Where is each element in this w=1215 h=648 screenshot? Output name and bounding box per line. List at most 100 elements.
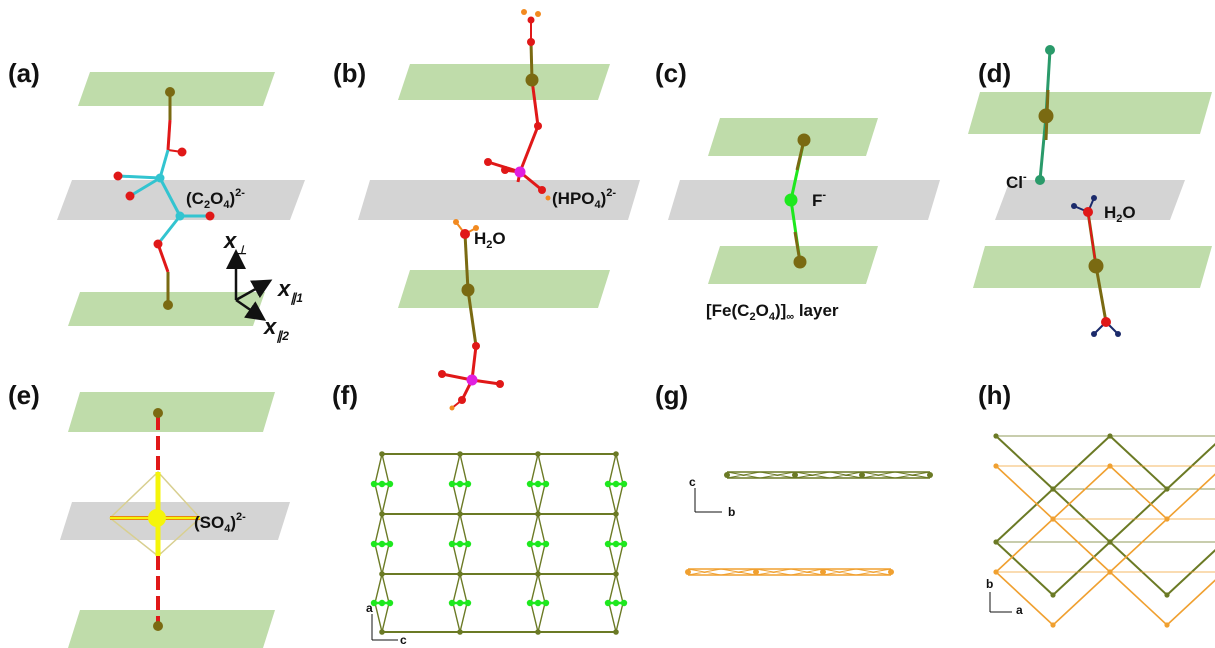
panel-f-letter: (f) xyxy=(332,380,358,410)
lattice-bond xyxy=(1052,571,1111,626)
interlayer-band xyxy=(995,180,1185,220)
fluoride-atom xyxy=(534,540,542,548)
phosphorus-atom xyxy=(466,374,478,386)
water-and-hpo4-bottom xyxy=(438,219,504,411)
water-label: H2O xyxy=(1104,203,1136,225)
lattice-bond xyxy=(995,465,1054,520)
fluoride-atom xyxy=(378,599,386,607)
fluoride-atom xyxy=(386,480,394,488)
panel-a-letter: (a) xyxy=(8,58,40,88)
fe-atom xyxy=(163,300,173,310)
layer-bottom xyxy=(708,246,878,284)
axis-label-a: a xyxy=(1016,603,1023,617)
lattice-node xyxy=(1050,622,1056,628)
lattice-bond xyxy=(995,571,1054,626)
fe-atom xyxy=(457,571,463,577)
fluoride-atom xyxy=(370,540,378,548)
lattice-f xyxy=(370,451,628,635)
fe-atom xyxy=(525,73,539,87)
hydrogen-atom xyxy=(1091,331,1097,337)
chloride-atom xyxy=(1035,175,1045,185)
interlayer-band xyxy=(57,180,305,220)
hydrogen-atom xyxy=(449,405,455,411)
panel-a: (a) (C2O4)2- xyxy=(8,58,305,343)
panel-b: (b) (HPO4)2- xyxy=(333,9,640,411)
lattice-node xyxy=(1164,486,1170,492)
lattice-bond xyxy=(1052,488,1111,543)
phosphorus-atom xyxy=(514,166,526,178)
fluoride-atom xyxy=(448,599,456,607)
panel-e: (e) (SO4)2- xyxy=(8,380,290,648)
fe-atom xyxy=(613,571,619,577)
oxygen-atom xyxy=(527,38,535,46)
lattice-bond xyxy=(995,518,1054,573)
layer-top xyxy=(78,72,275,106)
interlayer-band xyxy=(668,180,940,220)
oxygen-atom xyxy=(496,380,504,388)
fe-atom xyxy=(613,629,619,635)
lattice-node xyxy=(993,433,999,439)
layer-bottom xyxy=(68,610,275,648)
fluoride-atom xyxy=(542,480,550,488)
fe-atom xyxy=(457,511,463,517)
fe-atom xyxy=(379,511,385,517)
axis-label-c: c xyxy=(689,475,696,489)
axis-label-a: a xyxy=(366,601,373,615)
lattice-node xyxy=(993,569,999,575)
carbon-atom xyxy=(155,173,165,183)
water-label: H2O xyxy=(474,229,506,251)
hydrogen-atom xyxy=(1115,331,1121,337)
hydrogen-atom xyxy=(535,11,541,17)
oxygen-atom xyxy=(438,370,446,378)
panel-d-letter: (d) xyxy=(978,58,1011,88)
oxygen-atom xyxy=(125,191,135,201)
lattice-bond xyxy=(995,541,1054,596)
fluoride-atom xyxy=(448,480,456,488)
lattice-node xyxy=(1050,486,1056,492)
sulfur-atom xyxy=(148,509,166,527)
fluoride-atom xyxy=(612,599,620,607)
fluoride-atom xyxy=(386,540,394,548)
layer-top xyxy=(398,64,610,100)
hpo4-top xyxy=(484,9,551,201)
lattice-node xyxy=(1107,569,1113,575)
lattice-bond xyxy=(1166,473,1215,520)
fluoride-atom xyxy=(612,540,620,548)
oxygen-atom xyxy=(538,186,546,194)
hydrogen-atom xyxy=(473,225,479,231)
fluoride-atom xyxy=(464,599,472,607)
fluoride-atom xyxy=(456,480,464,488)
panel-h: (h) b a xyxy=(978,380,1215,628)
lattice-node xyxy=(1050,592,1056,598)
x-par1-label: x∥1 xyxy=(277,276,303,305)
fe-atom xyxy=(379,629,385,635)
fluoride-atom xyxy=(526,480,534,488)
oxygen-atom xyxy=(472,342,480,350)
hpo4-label: (HPO4)2- xyxy=(552,187,616,211)
fluoride-atom xyxy=(542,540,550,548)
fluoride-atom xyxy=(604,540,612,548)
layer-stack-olive xyxy=(724,471,933,479)
oxygen-atom xyxy=(534,122,542,130)
water-oxygen-atom xyxy=(460,229,470,239)
fe-atom xyxy=(535,511,541,517)
hydrogen-atom xyxy=(545,195,551,201)
oxalate-molecule xyxy=(113,87,215,310)
fluoride-atom xyxy=(534,599,542,607)
oxygen-atom xyxy=(527,16,535,24)
interlayer-band xyxy=(60,502,290,540)
lattice-node xyxy=(1164,516,1170,522)
lattice-bond xyxy=(1109,488,1168,543)
lattice-node xyxy=(1164,622,1170,628)
panel-d: (d) Cl- H2O xyxy=(968,45,1212,337)
oxygen-atom xyxy=(177,147,187,157)
layer-label: [Fe(C2O4)]∞ layer xyxy=(706,301,839,323)
lattice-node xyxy=(1107,433,1113,439)
layer-stack-orange xyxy=(685,568,894,576)
fluoride-atom xyxy=(370,480,378,488)
oxalate-label: (C2O4)2- xyxy=(186,187,245,211)
fluoride-atom xyxy=(620,480,628,488)
hydrogen-atom xyxy=(1091,195,1097,201)
axis-indicator-h: b a xyxy=(986,577,1023,617)
oxygen-atom xyxy=(153,239,163,249)
